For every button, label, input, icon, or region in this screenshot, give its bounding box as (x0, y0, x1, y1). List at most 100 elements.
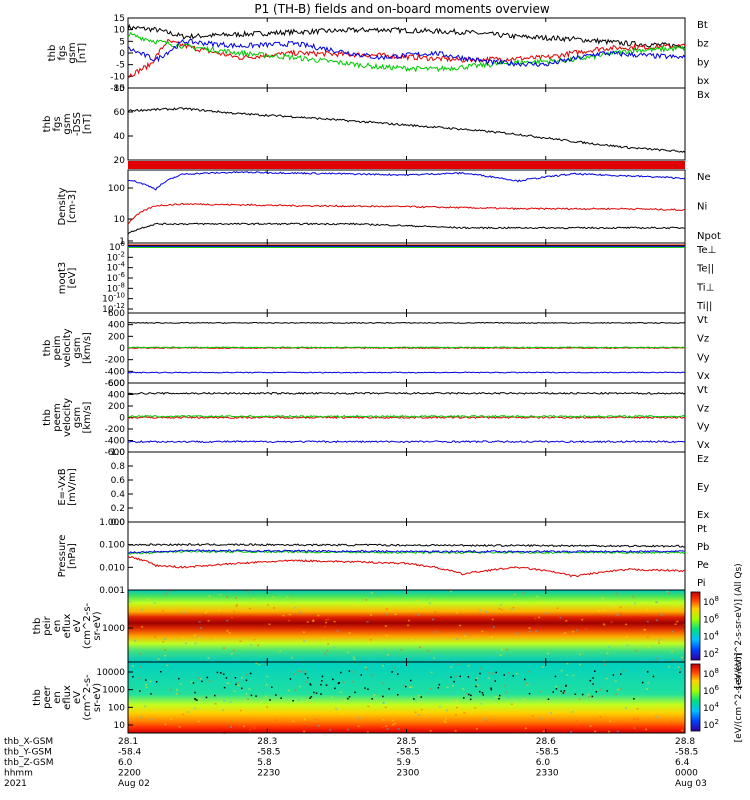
speck (298, 611, 301, 613)
speck (233, 610, 236, 613)
speck-dark (271, 686, 273, 688)
speck (214, 637, 217, 640)
speck (139, 666, 142, 668)
speck (592, 672, 595, 675)
speck (487, 677, 490, 679)
speck (491, 656, 494, 658)
legend-entry: Pt (697, 524, 707, 535)
x-row-value: 28.8 (675, 737, 695, 747)
speck (170, 689, 173, 691)
legend-entry: Vy (697, 422, 710, 433)
speck (626, 644, 629, 647)
legend-entry: Vz (697, 403, 709, 414)
y-label-line: E=-VxB (57, 468, 68, 505)
speck-dark (490, 688, 493, 691)
speck (622, 670, 625, 672)
speck-dark (132, 676, 134, 678)
speck (369, 614, 372, 616)
speck (144, 705, 146, 708)
speck (383, 648, 386, 651)
y-label-line: fgs (52, 116, 63, 131)
y-tick-label: 20 (114, 156, 126, 166)
speck (403, 688, 406, 690)
speck (193, 634, 196, 637)
speck-dark (560, 690, 562, 692)
speck (365, 599, 368, 601)
speck-dark (388, 688, 390, 690)
speck (357, 717, 360, 719)
y-tick-label: 1.0 (111, 448, 126, 458)
speck (138, 677, 141, 680)
legend-entry: Bx (697, 90, 710, 101)
speck (324, 625, 326, 628)
speck (226, 630, 229, 632)
x-row-value: 5.8 (257, 758, 272, 768)
speck (347, 728, 350, 731)
speck (353, 658, 356, 661)
speck-dark (552, 691, 554, 693)
y-tick-label: 15 (114, 14, 125, 24)
speck (236, 603, 239, 606)
speck (639, 602, 642, 605)
speck (335, 602, 338, 604)
series-line-Bt (127, 23, 686, 49)
speck (307, 707, 310, 709)
speck (571, 711, 574, 713)
speck-dark (216, 671, 219, 674)
speck (535, 605, 538, 607)
speck (467, 665, 470, 667)
speck-dark (382, 695, 384, 698)
speck (525, 682, 528, 685)
y-label-line: eflux (62, 614, 73, 639)
y-tick-label: -200 (105, 425, 126, 435)
speck (339, 691, 342, 693)
y-label-line: fgs (57, 45, 68, 60)
speck (418, 695, 421, 697)
spectrogram-texture-peer (131, 662, 684, 735)
speck (382, 682, 385, 684)
speck (208, 657, 211, 659)
speck (354, 639, 356, 641)
speck (176, 602, 179, 605)
y-label-line: [eV] (67, 268, 78, 289)
speck (597, 610, 600, 612)
speck (357, 725, 360, 728)
y-label-line: Pressure (57, 535, 68, 578)
speck (512, 606, 515, 609)
speck (660, 614, 663, 616)
speck (619, 612, 622, 614)
speck (481, 630, 484, 633)
y-label-line: gsm (72, 407, 83, 428)
speck (325, 621, 328, 624)
speck (391, 719, 394, 722)
speck (317, 614, 320, 617)
speck (523, 698, 525, 700)
speck (305, 681, 308, 683)
speck (324, 652, 327, 655)
speck (428, 602, 431, 605)
speck (433, 657, 436, 659)
legend-entry: Vt (697, 385, 708, 396)
speck (662, 659, 664, 661)
speck-dark (562, 692, 565, 694)
y-tick-label: 40 (114, 132, 126, 142)
speck-dark (310, 696, 313, 698)
legend-density: Ne Ni Npot (697, 172, 721, 242)
speck (366, 621, 369, 623)
speck (392, 662, 395, 664)
speck-dark (468, 693, 470, 696)
speck (228, 632, 231, 634)
speck (476, 677, 478, 680)
speck (182, 641, 185, 644)
speck-dark (201, 680, 203, 683)
speck (145, 686, 148, 688)
speck (253, 639, 256, 641)
speck (243, 725, 245, 728)
speck (293, 673, 296, 675)
speck-dark (205, 696, 208, 699)
speck (492, 672, 495, 675)
speck (655, 601, 658, 604)
colorbar-peir: 108 106 104 102 [eV/(cm^2-s-sr-eV)] (All Qs) (690, 563, 744, 689)
speck (528, 627, 531, 629)
